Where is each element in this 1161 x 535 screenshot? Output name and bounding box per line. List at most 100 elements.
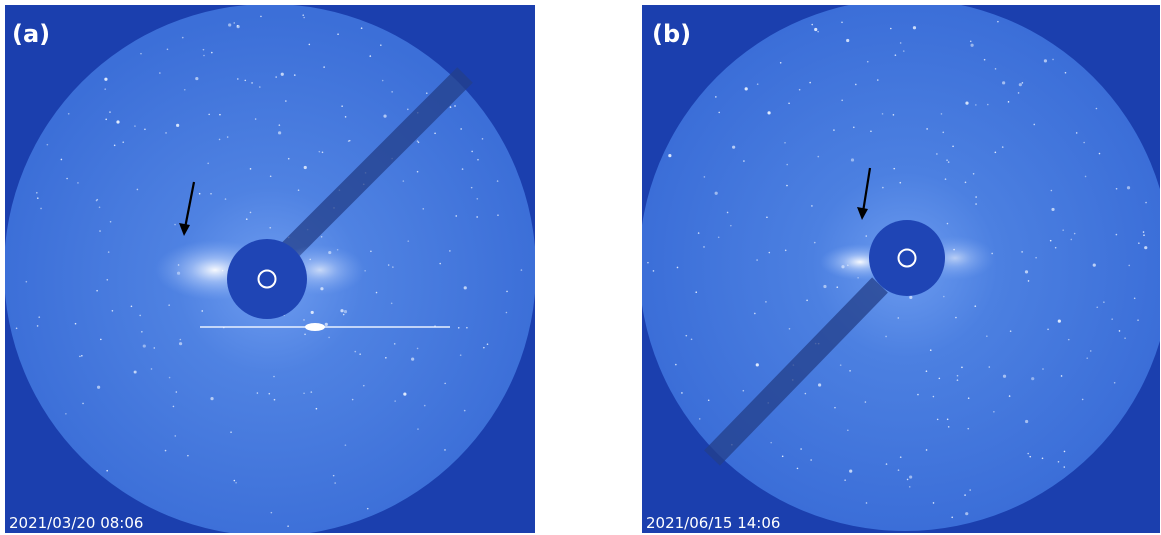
star	[109, 111, 111, 113]
star	[970, 40, 972, 42]
star	[303, 319, 305, 321]
star	[233, 22, 235, 24]
star	[380, 44, 382, 46]
star	[1062, 229, 1064, 231]
star	[833, 129, 835, 131]
star	[246, 218, 248, 220]
star	[460, 354, 462, 356]
star	[168, 304, 170, 306]
star	[99, 206, 101, 208]
star	[68, 113, 70, 115]
star	[1111, 318, 1113, 320]
star	[743, 390, 745, 392]
star	[984, 59, 986, 61]
star	[302, 14, 304, 16]
star	[464, 410, 466, 412]
star	[394, 343, 396, 345]
star	[141, 331, 143, 333]
star	[114, 145, 116, 147]
star	[1058, 461, 1060, 463]
star	[333, 475, 335, 477]
star	[933, 502, 935, 504]
star	[116, 120, 119, 123]
star	[37, 325, 39, 327]
star	[870, 130, 872, 132]
star	[345, 444, 347, 446]
star	[180, 339, 182, 341]
star	[434, 132, 436, 134]
star	[811, 205, 813, 207]
star	[855, 84, 857, 86]
star	[936, 153, 938, 155]
star	[784, 142, 786, 144]
star	[304, 333, 306, 335]
star	[81, 355, 83, 357]
star	[945, 178, 947, 180]
star	[411, 357, 414, 360]
star	[1116, 188, 1118, 190]
panel-b: (b) 2021/06/15 14:06	[639, 0, 1161, 533]
star	[811, 24, 813, 26]
star	[203, 55, 205, 57]
star	[1143, 234, 1145, 236]
star	[951, 517, 953, 519]
star	[450, 106, 452, 108]
star	[310, 391, 312, 393]
star	[460, 128, 462, 130]
panel-label: (a)	[12, 20, 50, 48]
star	[449, 250, 451, 252]
page: (a) 2021/03/20 08:06 (b) 2021/06/15 14:0…	[0, 0, 1161, 535]
star	[675, 364, 677, 366]
star	[867, 61, 869, 63]
star	[957, 375, 959, 377]
star	[321, 236, 323, 238]
star	[882, 187, 884, 189]
star	[851, 158, 854, 161]
star	[1099, 153, 1101, 155]
star	[210, 193, 212, 195]
star	[995, 152, 997, 154]
star	[967, 428, 969, 430]
star	[965, 182, 967, 184]
star	[754, 313, 756, 315]
star	[799, 89, 801, 91]
star	[344, 310, 347, 313]
star	[948, 161, 950, 163]
star	[677, 267, 679, 269]
star	[1071, 239, 1073, 241]
star	[104, 88, 106, 90]
star	[926, 449, 928, 451]
star	[382, 80, 384, 82]
star	[187, 455, 189, 457]
star	[319, 151, 321, 153]
star	[471, 151, 473, 153]
star	[40, 208, 42, 210]
star	[1137, 319, 1139, 321]
star	[361, 27, 363, 29]
star	[1119, 330, 1121, 332]
star	[1028, 280, 1030, 282]
star	[732, 146, 735, 149]
star	[352, 399, 354, 401]
star	[151, 368, 153, 370]
star	[234, 480, 236, 482]
star	[653, 270, 655, 272]
star	[176, 124, 179, 127]
star	[195, 77, 198, 80]
star	[122, 141, 124, 143]
star	[287, 525, 289, 527]
star	[947, 418, 949, 420]
panel-label: (b)	[652, 20, 691, 48]
star	[846, 39, 849, 42]
star	[153, 347, 155, 349]
star	[134, 371, 136, 373]
star	[1086, 357, 1088, 359]
star	[228, 23, 231, 26]
panel-a: (a) 2021/03/20 08:06	[4, 4, 536, 535]
star	[704, 176, 706, 178]
star	[211, 52, 213, 54]
star	[279, 124, 281, 126]
star	[840, 364, 842, 366]
star	[179, 342, 182, 345]
star	[770, 442, 772, 444]
